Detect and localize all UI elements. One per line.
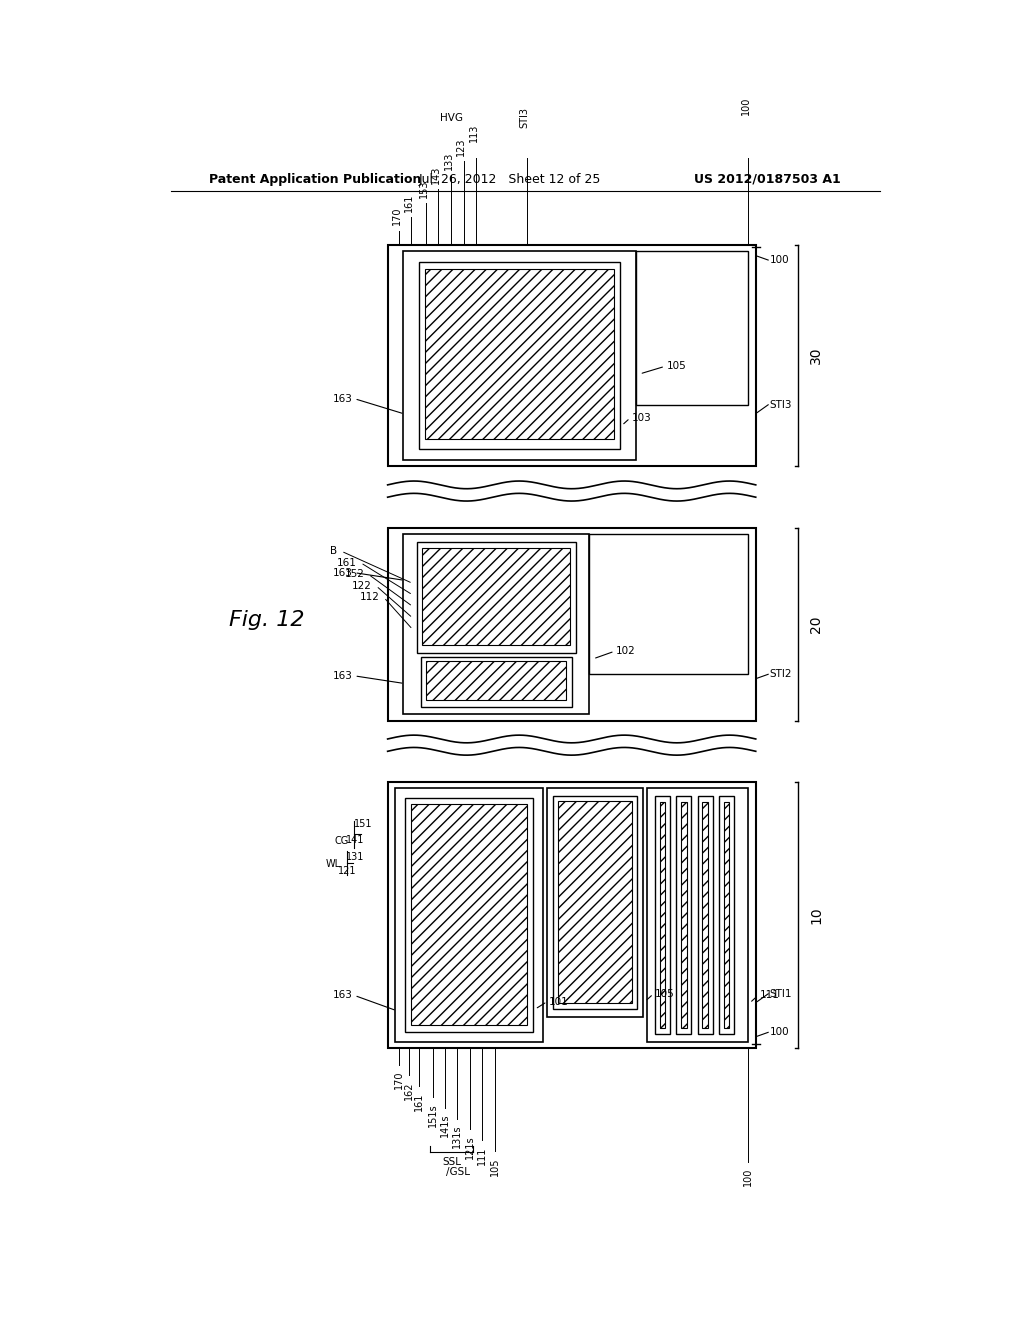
Text: 141s: 141s [440,1114,450,1138]
Bar [647,788,748,1041]
Text: /GSL: /GSL [445,1167,470,1176]
Text: US 2012/0187503 A1: US 2012/0187503 A1 [693,173,841,186]
Text: 113: 113 [469,124,478,143]
Bar [681,803,687,1028]
Text: Fig. 12: Fig. 12 [228,610,304,631]
Text: Jul. 26, 2012   Sheet 12 of 25: Jul. 26, 2012 Sheet 12 of 25 [419,173,601,186]
Text: 163: 163 [333,568,352,578]
Bar [419,263,621,449]
Text: 20: 20 [809,615,823,634]
Bar [659,803,666,1028]
Text: 170: 170 [392,207,402,226]
Text: 102: 102 [616,647,636,656]
Text: 10: 10 [809,906,823,924]
Text: 105: 105 [489,1158,500,1176]
Bar [589,535,748,675]
Text: 121: 121 [338,866,356,875]
Bar [702,803,708,1028]
Bar [417,541,575,653]
Bar [558,800,632,1003]
Bar [697,796,713,1034]
Text: 121s: 121s [465,1135,475,1159]
Text: 122: 122 [352,581,372,591]
Bar [388,244,756,466]
Bar [426,661,566,701]
Text: 111: 111 [477,1146,487,1164]
Text: 101: 101 [549,997,568,1007]
Text: 30: 30 [809,347,823,364]
Bar [425,268,614,440]
Text: 163: 163 [333,671,352,681]
Text: WL: WL [326,859,341,870]
Text: 151: 151 [353,820,372,829]
Bar [411,804,527,1024]
Text: STI1: STI1 [770,989,793,999]
Text: HVG: HVG [439,112,463,123]
Text: Patent Application Publication: Patent Application Publication [209,173,422,186]
Text: 111: 111 [760,990,779,1001]
Bar [636,251,748,405]
Bar [547,788,643,1016]
Text: 131: 131 [346,851,365,862]
Bar [421,656,571,706]
Text: 170: 170 [394,1071,404,1089]
Text: SSL: SSL [442,1156,461,1167]
Text: 123: 123 [457,137,466,156]
Text: 100: 100 [740,96,751,115]
Bar [422,548,570,645]
Text: 161: 161 [337,557,356,568]
Text: 153: 153 [419,180,429,198]
Text: STI3: STI3 [520,107,529,128]
Text: CG: CG [335,837,349,846]
Text: 105: 105 [655,989,675,999]
Bar [719,796,734,1034]
Text: 100: 100 [770,1027,790,1038]
Text: 152: 152 [344,569,365,579]
Text: 151s: 151s [428,1104,438,1127]
Bar [655,796,670,1034]
Bar [724,803,729,1028]
Bar [403,251,636,461]
Bar [676,796,691,1034]
Bar [388,781,756,1048]
Bar [395,788,543,1041]
Text: B: B [330,546,337,556]
Bar [404,797,534,1032]
Text: 143: 143 [431,165,440,183]
Text: 133: 133 [443,152,454,170]
Text: 100: 100 [770,255,790,265]
Text: 161: 161 [415,1093,424,1111]
Text: 103: 103 [632,413,651,422]
Text: 162: 162 [404,1081,415,1100]
Text: STI2: STI2 [770,669,793,680]
Text: 141: 141 [346,834,365,845]
Bar [388,528,756,721]
Bar [403,535,589,714]
Text: 163: 163 [333,990,352,1001]
Text: 161: 161 [403,193,414,211]
Text: 163: 163 [333,393,352,404]
Text: 112: 112 [360,593,380,602]
Text: 131s: 131s [453,1125,463,1148]
Text: STI3: STI3 [770,400,793,409]
Bar [553,796,637,1010]
Text: 105: 105 [667,362,686,371]
Text: 100: 100 [743,1168,753,1187]
